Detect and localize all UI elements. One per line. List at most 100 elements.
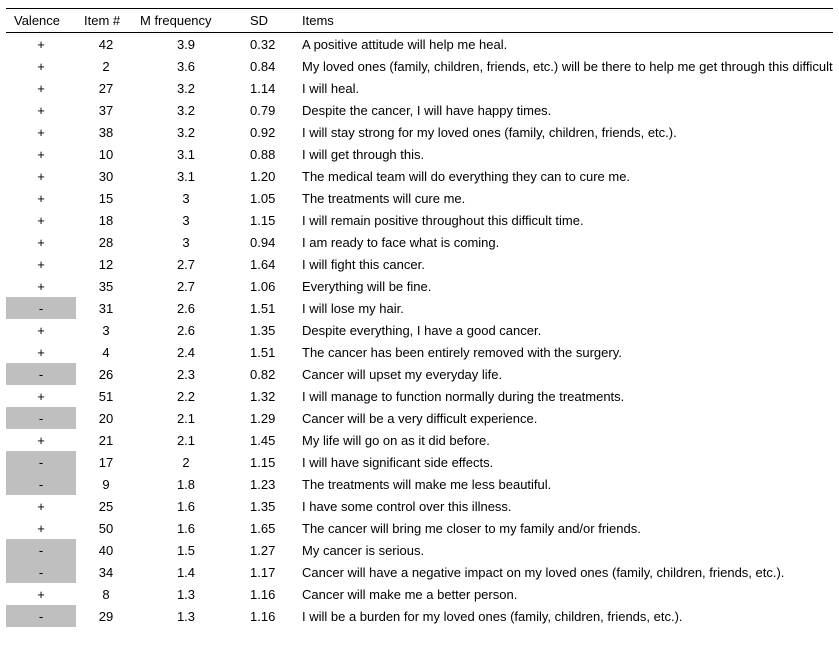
cell-valence: + (6, 187, 76, 209)
cell-sd: 1.16 (236, 605, 296, 627)
cell-sd: 1.27 (236, 539, 296, 561)
table-row: +2830.94I am ready to face what is comin… (6, 231, 833, 253)
table-row: -401.51.27My cancer is serious. (6, 539, 833, 561)
cell-item: 17 (76, 451, 136, 473)
cell-text: I will remain positive throughout this d… (296, 209, 833, 231)
table-row: -291.31.16I will be a burden for my love… (6, 605, 833, 627)
cell-valence: + (6, 429, 76, 451)
table-row: +373.20.79Despite the cancer, I will hav… (6, 99, 833, 121)
cell-sd: 1.65 (236, 517, 296, 539)
cell-item: 37 (76, 99, 136, 121)
cell-item: 20 (76, 407, 136, 429)
cell-sd: 1.15 (236, 209, 296, 231)
cell-valence: + (6, 583, 76, 605)
cell-text: Cancer will upset my everyday life. (296, 363, 833, 385)
cell-valence: - (6, 451, 76, 473)
table-row: +122.71.64I will fight this cancer. (6, 253, 833, 275)
cell-sd: 1.35 (236, 319, 296, 341)
cell-item: 4 (76, 341, 136, 363)
cell-text: I will heal. (296, 77, 833, 99)
table-body: +423.90.32A positive attitude will help … (6, 33, 833, 628)
cell-valence: + (6, 165, 76, 187)
cell-mfreq: 3 (136, 231, 236, 253)
cell-text: The cancer has been entirely removed wit… (296, 341, 833, 363)
cell-item: 38 (76, 121, 136, 143)
cell-text: I will get through this. (296, 143, 833, 165)
cell-valence: - (6, 407, 76, 429)
cell-item: 50 (76, 517, 136, 539)
cell-item: 42 (76, 33, 136, 56)
cell-valence: + (6, 385, 76, 407)
cell-sd: 1.14 (236, 77, 296, 99)
cell-mfreq: 3.1 (136, 143, 236, 165)
cell-sd: 1.15 (236, 451, 296, 473)
cell-mfreq: 1.3 (136, 605, 236, 627)
cell-mfreq: 3.2 (136, 121, 236, 143)
cell-item: 28 (76, 231, 136, 253)
data-table: Valence Item # M frequency SD Items +423… (6, 8, 833, 627)
cell-text: Despite everything, I have a good cancer… (296, 319, 833, 341)
cell-item: 15 (76, 187, 136, 209)
cell-item: 26 (76, 363, 136, 385)
cell-valence: - (6, 363, 76, 385)
cell-item: 3 (76, 319, 136, 341)
cell-text: A positive attitude will help me heal. (296, 33, 833, 56)
cell-mfreq: 2.7 (136, 275, 236, 297)
table-container: Valence Item # M frequency SD Items +423… (0, 0, 839, 637)
cell-mfreq: 3.1 (136, 165, 236, 187)
cell-valence: + (6, 143, 76, 165)
cell-mfreq: 2.1 (136, 407, 236, 429)
cell-mfreq: 2.2 (136, 385, 236, 407)
cell-text: The cancer will bring me closer to my fa… (296, 517, 833, 539)
cell-item: 34 (76, 561, 136, 583)
cell-mfreq: 2.4 (136, 341, 236, 363)
table-row: -91.81.23The treatments will make me les… (6, 473, 833, 495)
cell-sd: 0.32 (236, 33, 296, 56)
table-row: +303.11.20The medical team will do every… (6, 165, 833, 187)
cell-item: 51 (76, 385, 136, 407)
cell-mfreq: 2.7 (136, 253, 236, 275)
cell-mfreq: 3.2 (136, 77, 236, 99)
cell-text: The treatments will make me less beautif… (296, 473, 833, 495)
cell-sd: 1.32 (236, 385, 296, 407)
cell-valence: + (6, 33, 76, 56)
cell-item: 8 (76, 583, 136, 605)
table-row: +273.21.14I will heal. (6, 77, 833, 99)
cell-valence: + (6, 517, 76, 539)
cell-mfreq: 2.6 (136, 297, 236, 319)
cell-valence: + (6, 275, 76, 297)
cell-valence: + (6, 231, 76, 253)
table-row: +212.11.45My life will go on as it did b… (6, 429, 833, 451)
col-header-valence: Valence (6, 9, 76, 33)
cell-valence: - (6, 297, 76, 319)
cell-sd: 1.16 (236, 583, 296, 605)
cell-text: I will stay strong for my loved ones (fa… (296, 121, 833, 143)
cell-mfreq: 2.1 (136, 429, 236, 451)
table-row: -202.11.29Cancer will be a very difficul… (6, 407, 833, 429)
cell-valence: + (6, 55, 76, 77)
cell-mfreq: 1.6 (136, 495, 236, 517)
col-header-items: Items (296, 9, 833, 33)
cell-mfreq: 3 (136, 187, 236, 209)
cell-valence: + (6, 253, 76, 275)
cell-sd: 1.23 (236, 473, 296, 495)
cell-sd: 0.88 (236, 143, 296, 165)
table-row: -312.61.51I will lose my hair. (6, 297, 833, 319)
cell-sd: 0.92 (236, 121, 296, 143)
cell-sd: 1.45 (236, 429, 296, 451)
cell-item: 29 (76, 605, 136, 627)
cell-valence: + (6, 77, 76, 99)
cell-text: Cancer will make me a better person. (296, 583, 833, 605)
cell-text: I will fight this cancer. (296, 253, 833, 275)
cell-item: 25 (76, 495, 136, 517)
table-row: +383.20.92I will stay strong for my love… (6, 121, 833, 143)
cell-mfreq: 1.6 (136, 517, 236, 539)
cell-mfreq: 3.2 (136, 99, 236, 121)
header-row: Valence Item # M frequency SD Items (6, 9, 833, 33)
cell-text: I will be a burden for my loved ones (fa… (296, 605, 833, 627)
cell-item: 31 (76, 297, 136, 319)
cell-sd: 0.82 (236, 363, 296, 385)
cell-mfreq: 1.8 (136, 473, 236, 495)
cell-valence: + (6, 495, 76, 517)
cell-mfreq: 2.3 (136, 363, 236, 385)
